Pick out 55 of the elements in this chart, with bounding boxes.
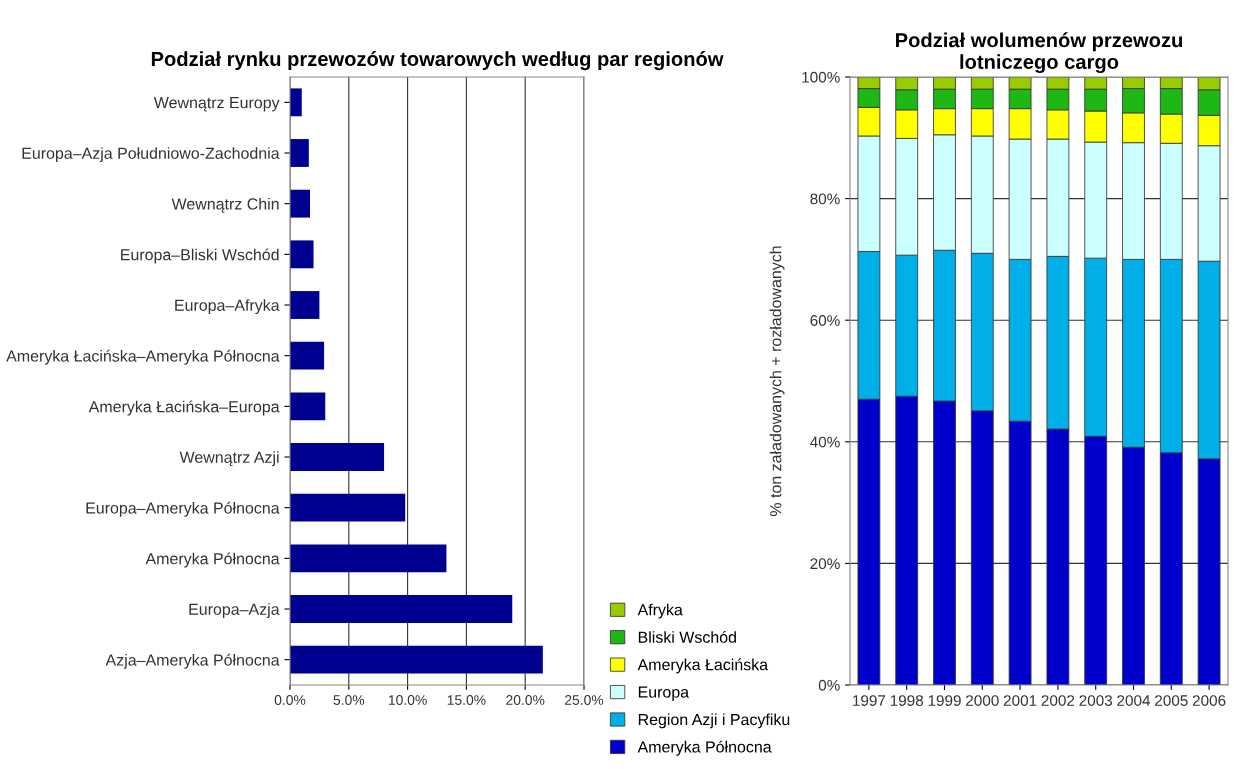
- y-tick-label: Europa–Azja: [189, 603, 280, 619]
- x-tick-label: 2001: [1003, 695, 1037, 706]
- legend-label: Afryka: [637, 603, 683, 619]
- x-tick-label: 0.0%: [274, 695, 306, 705]
- y-tick-label: 80%: [810, 193, 840, 205]
- y-tick-label: Ameryka Północna: [145, 552, 280, 568]
- bar: [290, 645, 543, 674]
- bar: [290, 139, 309, 167]
- x-tick-label: 5.0%: [333, 695, 365, 705]
- bar: [290, 493, 406, 522]
- y-tick-label: Wewnątrz Europy: [153, 97, 280, 112]
- x-tick-label: 10.0%: [388, 695, 427, 705]
- y-tick-label: Europa–Bliski Wschód: [121, 248, 279, 264]
- y-tick-label: 100%: [802, 71, 840, 83]
- y-tick-label: 0%: [818, 679, 840, 691]
- y-axis-title: % ton załadowanych + rozładowanych: [769, 246, 785, 517]
- y-tick-label: 40%: [810, 436, 840, 448]
- y-tick-label: Wewnątrz Chin: [171, 197, 279, 213]
- x-tick-label: 1998: [890, 695, 924, 706]
- y-tick-label: Ameryka Łacińska–Europa: [88, 400, 280, 416]
- bar: [290, 341, 325, 370]
- bar: [290, 443, 385, 471]
- x-tick-label: 1997: [853, 695, 886, 706]
- y-tick-label: Ameryka Łacińska–Ameryka Północna: [6, 349, 280, 365]
- legend-label: Europa: [638, 686, 690, 701]
- x-tick-label: 2000: [966, 695, 999, 706]
- x-tick-label: 2005: [1155, 695, 1188, 706]
- y-tick-label: Europa–Ameryka Północna: [86, 501, 280, 517]
- chart-title: Podział wolumenów przewozu lotniczego cargo: [896, 32, 1183, 74]
- bar: [290, 291, 320, 319]
- x-tick-label: 2002: [1041, 695, 1075, 706]
- legend-label: Bliski Wschód: [638, 630, 736, 643]
- bar: [290, 595, 513, 623]
- bar: [290, 544, 447, 573]
- bar: [290, 240, 314, 269]
- x-tick-label: 2006: [1192, 695, 1226, 706]
- x-tick-label: 1999: [928, 695, 961, 706]
- bar: [290, 392, 326, 421]
- legend-label: Ameryka Łacińska: [637, 658, 769, 674]
- x-tick-label: 15.0%: [447, 695, 486, 705]
- x-tick-label: 25.0%: [565, 695, 604, 705]
- y-tick-label: Azja–Ameryka Północna: [105, 653, 280, 669]
- legend-label: Region Azji i Pacyfiku: [638, 713, 790, 729]
- y-tick-label: Wewnątrz Azji: [179, 451, 279, 467]
- x-tick-label: 20.0%: [506, 695, 545, 705]
- y-tick-label: Europa–Afryka: [175, 299, 280, 315]
- x-tick-label: 2003: [1079, 695, 1113, 706]
- y-tick-label: Europa–Azja Południowo-Zachodnia: [22, 147, 280, 163]
- x-tick-label: 2004: [1117, 695, 1151, 706]
- y-tick-label: 60%: [810, 315, 840, 326]
- chart-title: Podział rynku przewozów towarowych według par regionów: [151, 51, 724, 71]
- bar: [290, 88, 302, 117]
- y-tick-label: 20%: [810, 558, 840, 570]
- legend-label: Ameryka Północna: [637, 740, 772, 756]
- bar: [290, 189, 310, 218]
